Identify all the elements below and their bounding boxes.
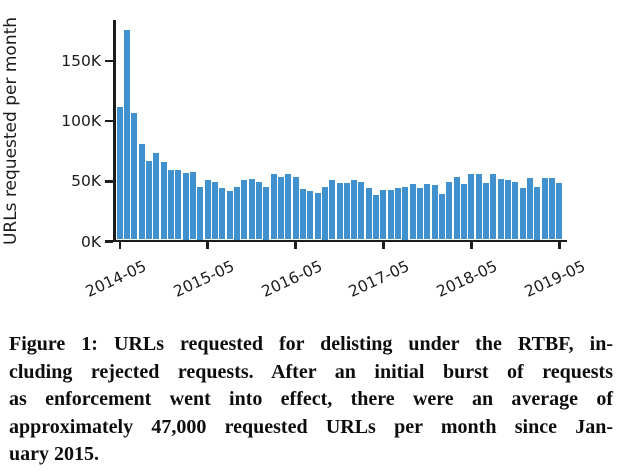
bar-2018-01 xyxy=(439,193,446,240)
x-tick-mark xyxy=(558,242,561,249)
x-tick-mark xyxy=(382,242,385,249)
bar-2015-12 xyxy=(255,181,262,240)
y-tick-mark xyxy=(104,119,114,123)
bar-2016-06 xyxy=(299,188,306,240)
bar-2017-06 xyxy=(387,190,394,240)
bar-2016-09 xyxy=(321,186,328,240)
bar-2017-08 xyxy=(402,186,409,240)
y-tick-label: 0K xyxy=(80,232,101,251)
bar-2017-01 xyxy=(351,180,358,240)
y-tick-mark xyxy=(104,59,114,63)
x-tick-mark xyxy=(118,242,121,249)
y-tick-label: 100K xyxy=(61,112,101,131)
bar-2014-09 xyxy=(146,161,153,240)
x-axis-spine xyxy=(113,239,568,242)
x-tick-mark xyxy=(470,242,473,249)
bar-2018-02 xyxy=(446,181,453,240)
bar-2017-04 xyxy=(373,194,380,240)
bar-2015-11 xyxy=(248,179,255,240)
bar-2016-01 xyxy=(263,186,270,240)
bar-2016-07 xyxy=(307,191,314,240)
bar-2016-08 xyxy=(314,192,321,240)
y-tick-mark xyxy=(104,240,114,243)
caption-line: Figure 1: URLs requested for delisting u… xyxy=(9,333,613,355)
bar-2014-08 xyxy=(138,144,145,240)
bar-2017-12 xyxy=(431,185,438,240)
bar-2015-01 xyxy=(175,169,182,240)
x-tick-label: 2017-05 xyxy=(346,257,413,301)
bar-2014-10 xyxy=(153,152,160,240)
x-tick-label: 2018-05 xyxy=(434,257,501,301)
bar-2015-09 xyxy=(233,186,240,240)
bar-2017-07 xyxy=(395,187,402,240)
bar-2018-11 xyxy=(512,181,519,240)
bar-2016-03 xyxy=(277,176,284,240)
bar-2019-05 xyxy=(556,182,563,240)
bar-2018-05 xyxy=(468,174,475,240)
bar-2016-11 xyxy=(336,182,343,240)
bar-2015-02 xyxy=(182,173,189,240)
bar-2014-07 xyxy=(131,113,138,240)
bar-2016-02 xyxy=(270,174,277,240)
bar-2014-06 xyxy=(124,29,131,240)
bar-2016-10 xyxy=(329,180,336,240)
bar-2018-06 xyxy=(475,174,482,240)
bar-2015-08 xyxy=(226,191,233,240)
bar-2018-12 xyxy=(519,187,526,240)
bar-2015-05 xyxy=(204,180,211,240)
bar-2014-12 xyxy=(168,169,175,240)
caption-line: cluding rejected requests. After an init… xyxy=(9,360,613,383)
bar-2018-09 xyxy=(497,179,504,240)
bar-2015-03 xyxy=(190,172,196,240)
caption-line: approximately 47,000 requested URLs per … xyxy=(9,415,613,438)
bar-2019-01 xyxy=(526,178,533,240)
bar-2014-11 xyxy=(160,162,167,240)
bar-2014-05 xyxy=(116,107,123,240)
x-tick-label: 2014-05 xyxy=(82,257,149,301)
caption-line: as enforcement went into effect, there w… xyxy=(9,388,613,411)
y-axis-spine xyxy=(113,20,116,242)
y-tick-label: 50K xyxy=(71,172,101,191)
bar-2016-12 xyxy=(343,182,350,240)
bar-2017-09 xyxy=(409,184,416,240)
bar-2015-04 xyxy=(197,186,204,240)
bar-2016-05 xyxy=(292,176,299,240)
bar-2019-04 xyxy=(548,178,555,240)
bar-2017-03 xyxy=(365,187,372,240)
bar-2017-02 xyxy=(358,181,365,240)
bar-2018-08 xyxy=(490,174,497,240)
bar-2019-03 xyxy=(541,178,548,240)
y-tick-label: 150K xyxy=(61,51,101,70)
bar-2017-05 xyxy=(380,190,387,240)
bar-2015-10 xyxy=(241,180,248,240)
bar-2015-07 xyxy=(219,187,226,240)
bar-2015-06 xyxy=(211,181,218,240)
bar-2018-03 xyxy=(453,176,460,240)
y-axis-title: URLs requested per month xyxy=(1,16,21,246)
bar-2018-10 xyxy=(504,180,511,240)
bar-2018-04 xyxy=(461,184,468,240)
bar-2017-10 xyxy=(417,187,424,240)
x-tick-mark xyxy=(294,242,297,249)
y-tick-mark xyxy=(104,180,114,183)
x-tick-label: 2019-05 xyxy=(522,257,589,301)
x-tick-mark xyxy=(206,242,209,249)
x-tick-label: 2016-05 xyxy=(258,257,325,301)
bar-2017-11 xyxy=(424,184,431,240)
caption-line: uary 2015. xyxy=(9,443,99,466)
figure-caption: Figure 1: URLs requested for delisting u… xyxy=(9,331,613,469)
bar-2016-04 xyxy=(285,174,292,240)
bar-2019-02 xyxy=(534,186,541,240)
bar-2018-07 xyxy=(483,182,489,240)
x-tick-label: 2015-05 xyxy=(170,257,237,301)
bar-chart: URLs requested per month 0K 50K 100K 150K 2… xyxy=(1,16,589,301)
